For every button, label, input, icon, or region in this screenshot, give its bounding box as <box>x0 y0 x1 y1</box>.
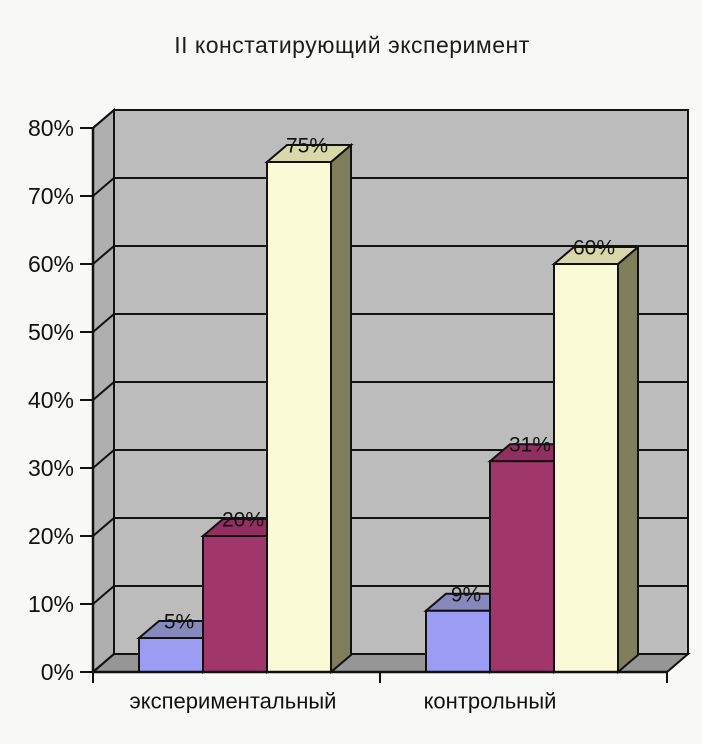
category-label: контрольный <box>424 689 557 714</box>
y-axis-label: 30% <box>28 455 74 481</box>
data-label: 9% <box>451 583 481 606</box>
data-label: 31% <box>509 434 551 457</box>
y-axis-label: 20% <box>28 523 74 549</box>
grid-connector <box>92 517 115 537</box>
bar-front <box>138 637 204 673</box>
data-label: 20% <box>222 509 264 532</box>
y-axis-label: 40% <box>28 387 74 413</box>
y-axis-label: 50% <box>28 319 74 345</box>
bar-side <box>330 142 352 675</box>
grid-connector <box>92 245 115 265</box>
bar-side <box>617 244 639 675</box>
bar-front <box>266 161 332 673</box>
chart-title: II констатирующий эксперимент <box>174 32 530 58</box>
bars <box>136 142 641 675</box>
grid-connector <box>92 449 115 469</box>
data-label: 5% <box>164 611 194 634</box>
y-axis-label: 80% <box>28 115 74 141</box>
y-axis-label: 0% <box>41 659 74 685</box>
grid-connector <box>92 653 115 673</box>
bar-front <box>489 460 555 674</box>
grid-connector <box>92 585 115 605</box>
grid-connector <box>92 313 115 333</box>
category-label: экспериментальный <box>130 689 337 714</box>
data-label: 75% <box>286 135 328 158</box>
bar-front <box>425 609 491 673</box>
grid-connector <box>92 109 115 129</box>
bar-front <box>553 263 619 673</box>
y-axis-label: 70% <box>28 183 74 209</box>
grid-connector <box>92 177 115 197</box>
y-axis-label: 60% <box>28 251 74 277</box>
axes <box>80 127 668 683</box>
y-axis-label: 10% <box>28 591 74 617</box>
bar-front <box>202 535 268 673</box>
data-label: 60% <box>573 237 615 260</box>
grid-connector <box>92 381 115 401</box>
labels: 5% 20% 75% 9% 31% 60% 0% 10% 20% 30% 40% 50% 60% 70% 8… <box>28 115 615 714</box>
